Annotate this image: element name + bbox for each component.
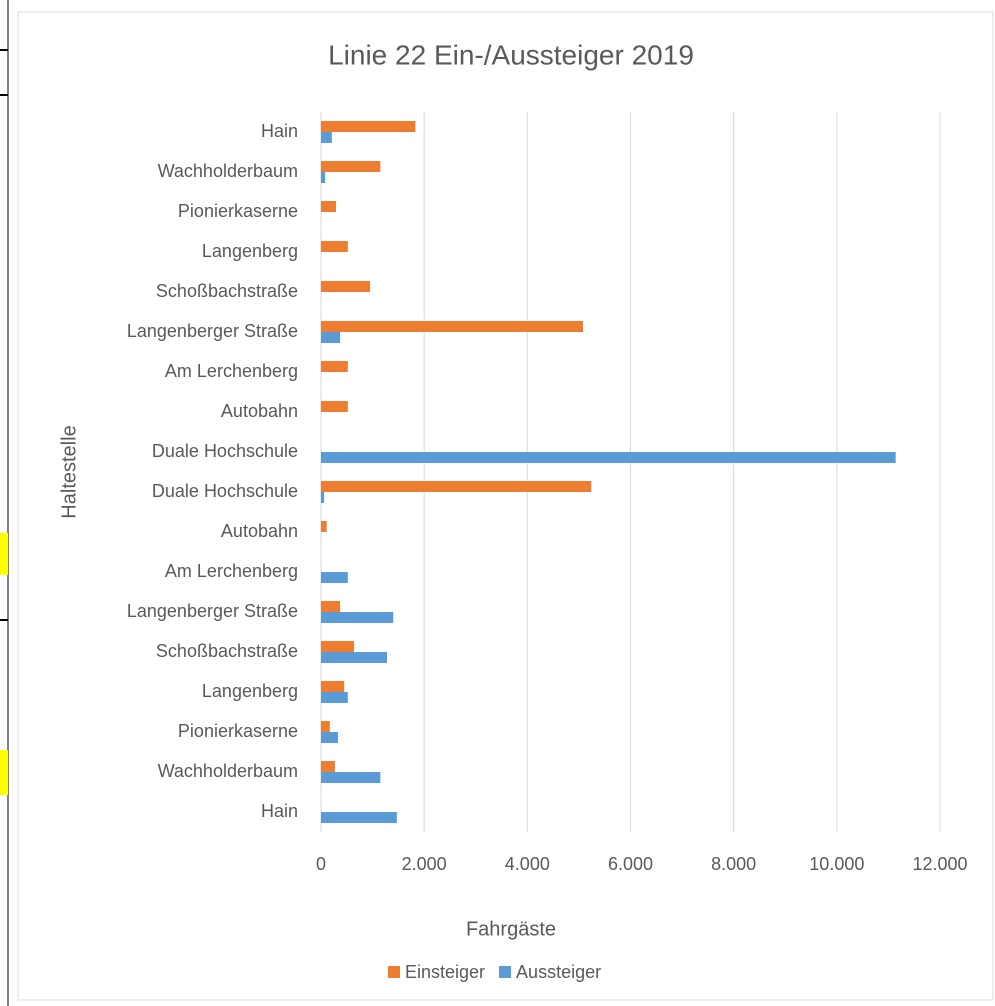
y-tick-label: Hain — [261, 121, 298, 141]
x-tick-label: 4.000 — [505, 854, 550, 874]
bar — [321, 732, 339, 743]
chart-frame — [17, 11, 994, 1001]
bar — [321, 281, 371, 292]
y-axis-title: Haltestelle — [58, 425, 80, 518]
y-tick-label: Hain — [261, 801, 298, 821]
bar — [321, 161, 381, 172]
y-tick-label: Pionierkaserne — [178, 721, 298, 741]
y-tick-label: Autobahn — [221, 521, 298, 541]
bar — [321, 452, 896, 463]
y-tick-label: Langenberger Straße — [127, 601, 298, 621]
x-tick-label: 0 — [316, 854, 326, 874]
left-table-edge — [0, 0, 9, 1006]
chart-title: Linie 22 Ein-/Aussteiger 2019 — [328, 39, 694, 70]
bar — [321, 692, 348, 703]
bar — [321, 761, 335, 772]
y-tick-label: Duale Hochschule — [152, 481, 298, 501]
legend-swatch — [499, 966, 512, 978]
bar — [321, 321, 584, 332]
bar — [321, 601, 341, 612]
x-tick-label: 12.000 — [912, 854, 967, 874]
bar — [321, 361, 348, 372]
bar — [321, 521, 327, 532]
y-tick-label: Autobahn — [221, 401, 298, 421]
x-tick-label: 6.000 — [608, 854, 653, 874]
bar — [321, 401, 348, 412]
bar — [321, 132, 332, 143]
bar — [321, 332, 341, 343]
bar — [321, 641, 355, 652]
y-tick-label: Am Lerchenberg — [165, 561, 298, 581]
x-tick-label: 10.000 — [809, 854, 864, 874]
x-tick-label: 2.000 — [402, 854, 447, 874]
y-tick-label: Duale Hochschule — [152, 441, 298, 461]
y-tick-label: Schoßbachstraße — [156, 281, 298, 301]
bar — [321, 812, 397, 823]
legend-label: Aussteiger — [516, 962, 601, 982]
y-tick-label: Am Lerchenberg — [165, 361, 298, 381]
bar — [321, 241, 348, 252]
bar — [321, 172, 326, 183]
bar — [321, 481, 592, 492]
bar — [321, 572, 348, 583]
bar — [321, 652, 388, 663]
x-tick-label: 8.000 — [711, 854, 756, 874]
bar — [321, 121, 416, 132]
bar — [321, 721, 330, 732]
y-tick-label: Langenberger Straße — [127, 321, 298, 341]
x-axis-title: Fahrgäste — [466, 918, 556, 940]
bar — [321, 772, 381, 783]
bar — [321, 612, 394, 623]
y-tick-label: Wachholderbaum — [158, 161, 298, 181]
legend-label: Einsteiger — [405, 962, 485, 982]
y-tick-label: Langenberg — [202, 241, 298, 261]
y-tick-label: Pionierkaserne — [178, 201, 298, 221]
y-tick-label: Wachholderbaum — [158, 761, 298, 781]
y-tick-label: Langenberg — [202, 681, 298, 701]
bar — [321, 201, 336, 212]
y-tick-label: Schoßbachstraße — [156, 641, 298, 661]
legend-swatch — [388, 966, 400, 978]
bar — [321, 492, 325, 503]
bar — [321, 681, 345, 692]
